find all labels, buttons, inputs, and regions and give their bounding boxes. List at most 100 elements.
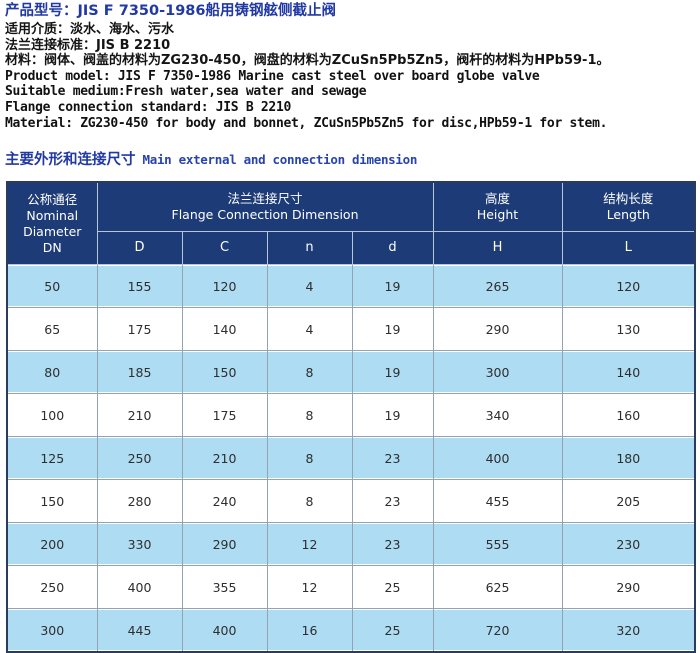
table-cell: 290	[561, 565, 696, 610]
table-cell: 150	[181, 350, 268, 395]
table-row: 80 185 150 8 19 300 140	[6, 350, 696, 395]
table-cell: 120	[181, 264, 268, 309]
table-cell: 140	[561, 350, 696, 395]
header-cell-dn: 公称通径 Nominal Diameter DN	[6, 181, 98, 266]
section-title: 主要外形和连接尺寸 Main external and connection d…	[5, 148, 694, 169]
table-cell: 23	[351, 436, 434, 481]
table-cell: 555	[432, 522, 563, 567]
table-cell: 8	[266, 479, 353, 524]
height-label-en: Height	[476, 207, 519, 223]
table-cell: 320	[561, 608, 696, 653]
table-cell: 140	[181, 307, 268, 352]
table-cell: 8	[266, 393, 353, 438]
table-cell: 210	[96, 393, 183, 438]
table-cell: 25	[351, 608, 434, 653]
table-cell: 210	[181, 436, 268, 481]
table-cell: 290	[432, 307, 563, 352]
product-model-en: Product model: JIS F 7350-1986 Marine ca…	[5, 68, 540, 84]
table-cell: 400	[181, 608, 268, 653]
table-cell: 230	[561, 522, 696, 567]
table-cell: 280	[96, 479, 183, 524]
table-cell: 25	[351, 565, 434, 610]
header-cell-H: H	[432, 231, 563, 266]
header-group-row: 公称通径 Nominal Diameter DN 法兰连接尺寸 Flange C…	[6, 181, 696, 266]
table-cell: 455	[432, 479, 563, 524]
dn-label-en2: Diameter	[23, 223, 82, 239]
table-row: 300 445 400 16 25 720 320	[6, 608, 696, 653]
table-cell: 175	[181, 393, 268, 438]
table-cell: 720	[432, 608, 563, 653]
flange-group-en: Flange Connection Dimension	[171, 207, 359, 223]
table-cell: 155	[96, 264, 183, 309]
table-cell: 625	[432, 565, 563, 610]
table-cell: 180	[561, 436, 696, 481]
header-cell-flange-group: 法兰连接尺寸 Flange Connection Dimension	[96, 181, 434, 233]
dn-label-en3: DN	[42, 239, 62, 255]
flange-group-cn: 法兰连接尺寸	[227, 191, 303, 207]
table-cell: 16	[266, 608, 353, 653]
table-cell: 8	[266, 350, 353, 395]
table-cell: 19	[351, 350, 434, 395]
product-model-cn: 产品型号：JIS F 7350-1986船用铸钢舷侧截止阀	[5, 3, 336, 19]
table-cell: 250	[6, 565, 98, 610]
table-cell: 50	[6, 264, 98, 309]
table-cell: 160	[561, 393, 696, 438]
dn-label-en1: Nominal	[26, 207, 79, 223]
table-cell: 4	[266, 264, 353, 309]
header-cell-height: 高度 Height	[432, 181, 563, 233]
table-cell: 240	[181, 479, 268, 524]
flange-standard-cn: 法兰连接标准：JIS B 2210	[5, 37, 171, 53]
header-cell-length: 结构长度 Length	[561, 181, 696, 233]
header-cell-d: d	[351, 231, 434, 266]
medium-cn: 适用介质：淡水、海水、污水	[5, 22, 175, 37]
table-row: 125 250 210 8 23 400 180	[6, 436, 696, 481]
table-cell: 19	[351, 264, 434, 309]
info-block: 产品型号：JIS F 7350-1986船用铸钢舷侧截止阀 适用介质：淡水、海水…	[5, 3, 694, 131]
dn-label-cn: 公称通径	[27, 191, 78, 207]
table-cell: 19	[351, 393, 434, 438]
height-label-cn: 高度	[484, 191, 510, 207]
table-cell: 23	[351, 479, 434, 524]
table-cell: 400	[96, 565, 183, 610]
table-header: 公称通径 Nominal Diameter DN 法兰连接尺寸 Flange C…	[6, 181, 696, 266]
material-cn: 材料：阀体、阀盖的材料为ZG230-450，阀盘的材料为ZCuSn5Pb5Zn5…	[5, 53, 610, 69]
table-cell: 355	[181, 565, 268, 610]
table-cell: 300	[432, 350, 563, 395]
table-cell: 445	[96, 608, 183, 653]
table-row: 100 210 175 8 19 340 160	[6, 393, 696, 438]
table-cell: 130	[561, 307, 696, 352]
table-cell: 12	[266, 522, 353, 567]
table-cell: 150	[6, 479, 98, 524]
table-cell: 290	[181, 522, 268, 567]
table-cell: 80	[6, 350, 98, 395]
table-cell: 175	[96, 307, 183, 352]
table-cell: 300	[6, 608, 98, 653]
table-cell: 12	[266, 565, 353, 610]
table-cell: 8	[266, 436, 353, 481]
header-cell-C: C	[181, 231, 268, 266]
table-cell: 120	[561, 264, 696, 309]
table-cell: 65	[6, 307, 98, 352]
length-label-cn: 结构长度	[603, 191, 654, 207]
header-cell-n: n	[266, 231, 353, 266]
table-cell: 205	[561, 479, 696, 524]
table-body: 50 155 120 4 19 265 120 65 175 140 4 19 290 130 80 185 1…	[6, 264, 696, 653]
section-title-en: Main external and connection dimension	[142, 152, 418, 168]
table-cell: 265	[432, 264, 563, 309]
table-cell: 19	[351, 307, 434, 352]
length-label-en: Length	[606, 207, 650, 223]
table-row: 200 330 290 12 23 555 230	[6, 522, 696, 567]
section-title-cn: 主要外形和连接尺寸	[5, 152, 136, 169]
table-cell: 400	[432, 436, 563, 481]
header-cell-D: D	[96, 231, 183, 266]
table-cell: 250	[96, 436, 183, 481]
header-cell-L: L	[561, 231, 696, 266]
dimension-table: 公称通径 Nominal Diameter DN 法兰连接尺寸 Flange C…	[6, 181, 696, 653]
table-row: 250 400 355 12 25 625 290	[6, 565, 696, 610]
table-cell: 340	[432, 393, 563, 438]
table-row: 50 155 120 4 19 265 120	[6, 264, 696, 309]
table-cell: 200	[6, 522, 98, 567]
material-en: Material: ZG230-450 for body and bonnet,…	[5, 115, 608, 131]
table-cell: 100	[6, 393, 98, 438]
